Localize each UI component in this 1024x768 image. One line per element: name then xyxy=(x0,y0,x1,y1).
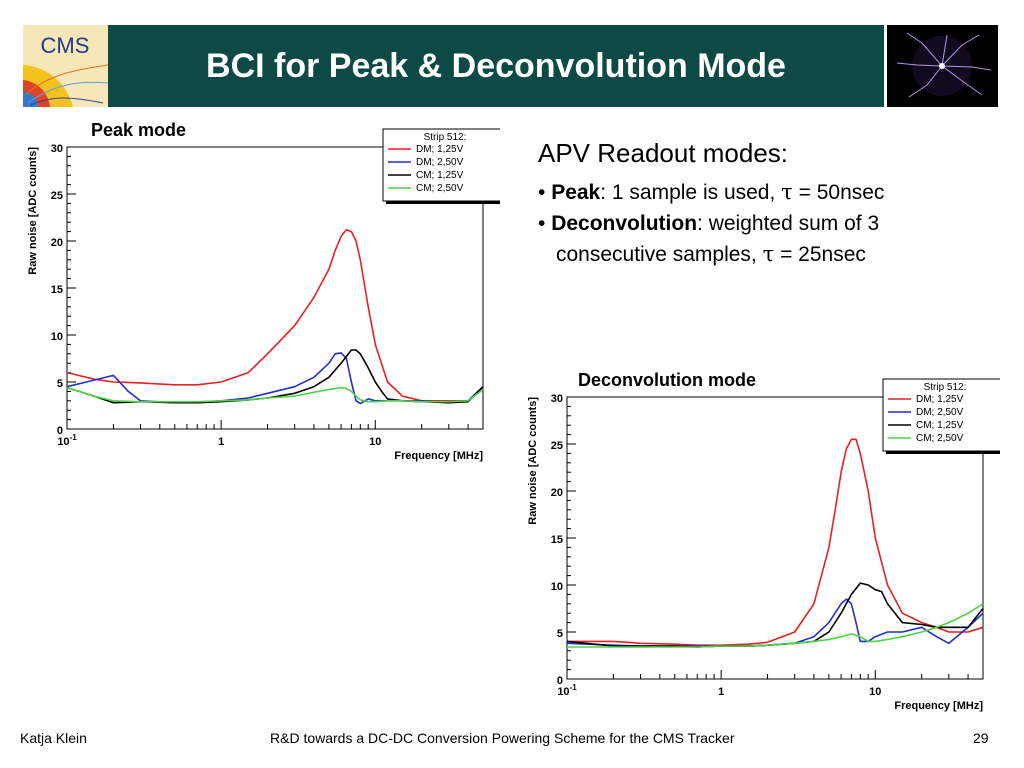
peak-legend-label-2: DM; 2,50V xyxy=(416,157,464,168)
cms-logo: CMS xyxy=(23,25,108,107)
peak-y-tick-label: 20 xyxy=(51,237,63,249)
peak-legend-label-1: DM; 1,25V xyxy=(416,144,464,155)
deconv-y-tick-label: 5 xyxy=(557,628,563,640)
bullet-peak-value: = 50nsec xyxy=(792,181,885,204)
bullet-peak-term: Peak xyxy=(551,181,601,204)
deconv-legend-title: Strip 512: xyxy=(924,382,967,393)
peak-y-tick-label: 0 xyxy=(57,425,63,437)
slide-title: BCI for Peak & Deconvolution Mode xyxy=(206,47,786,85)
deconv-y-axis-label: Raw noise [ADC counts] xyxy=(527,397,539,525)
deconv-y-tick-label: 0 xyxy=(557,675,563,687)
deconv-series-line-4 xyxy=(567,603,984,648)
peak-y-tick-label: 10 xyxy=(51,331,63,343)
bullet-deconv-value: = 25nsec xyxy=(774,243,866,266)
slide-header: CMS BCI for Peak & Deconvolution Mode xyxy=(0,0,1024,107)
deconv-x-axis-label: Frequency [MHz] xyxy=(894,700,983,712)
peak-legend-label-3: CM; 1,25V xyxy=(416,170,464,181)
deconv-y-tick-label: 20 xyxy=(551,487,563,499)
bullet-peak-text: : 1 sample is used, xyxy=(600,181,782,204)
deconv-series-line-1 xyxy=(567,438,984,646)
page-number: 29 xyxy=(973,730,989,746)
peak-x-tick-label: 10-1 xyxy=(57,433,77,448)
deconv-legend-label-2: DM; 2,50V xyxy=(916,407,964,418)
peak-series-line-1 xyxy=(66,228,484,402)
logo-text: CMS xyxy=(41,33,90,58)
tau-symbol: τ xyxy=(762,242,775,266)
peak-y-tick-label: 5 xyxy=(57,378,63,390)
peak-y-axis-label: Raw noise [ADC counts] xyxy=(27,147,39,275)
peak-chart-title: Peak mode xyxy=(91,120,187,140)
title-bar: BCI for Peak & Deconvolution Mode xyxy=(108,25,884,107)
peak-legend xyxy=(382,128,500,202)
bullet-deconv: • Deconvolution: weighted sum of 3 xyxy=(538,212,880,235)
footer-title: R&D towards a DC-DC Conversion Powering … xyxy=(270,730,735,746)
peak-mode-chart: 0 5 10 15 20 25 30 10-1 1 10 Frequency [MHz] Raw no… xyxy=(27,128,500,462)
deconv-x-tick-label: 10-1 xyxy=(557,683,577,698)
peak-y-tick-label: 15 xyxy=(51,284,63,296)
peak-y-tick-label: 25 xyxy=(51,190,63,202)
peak-x-tick-label: 10 xyxy=(369,436,381,448)
peak-legend-label-4: CM; 2,50V xyxy=(416,183,464,194)
peak-series-line-4 xyxy=(66,386,484,403)
peak-legend-title: Strip 512: xyxy=(424,132,467,143)
bullet-deconv-line2-text: consecutive samples, xyxy=(556,243,763,266)
bullets-lead: APV Readout modes: xyxy=(538,138,789,168)
bullet-deconv-text: : weighted sum of 3 xyxy=(697,212,880,235)
footer-author: Katja Klein xyxy=(20,730,87,746)
tau-symbol: τ xyxy=(781,180,793,204)
deconv-y-tick-label: 15 xyxy=(551,534,563,546)
bullet-deconv-term: Deconvolution xyxy=(551,212,698,235)
deconv-y-tick-label: 30 xyxy=(551,393,563,405)
peak-y-tick-label: 30 xyxy=(51,143,63,155)
plasma-globe-image xyxy=(887,25,998,107)
bullet-deconv-line2: consecutive samples, τ = 25nsec xyxy=(556,241,1008,268)
deconv-y-tick-label: 10 xyxy=(551,581,563,593)
deconv-legend-label-3: CM; 1,25V xyxy=(916,420,964,431)
deconv-legend-label-1: DM; 1,25V xyxy=(916,394,964,405)
deconv-chart-title: Deconvolution mode xyxy=(578,370,757,390)
peak-x-tick-label: 1 xyxy=(218,436,224,448)
readout-modes-text: APV Readout modes: • Peak: 1 sample is u… xyxy=(538,138,1008,268)
deconv-x-tick-label: 10 xyxy=(869,686,881,698)
deconvolution-mode-chart: 0 5 10 15 20 25 30 10-1 1 10 Frequency [MHz] Raw no… xyxy=(527,378,1000,712)
deconv-y-tick-label: 25 xyxy=(551,440,563,452)
deconv-series-line-2 xyxy=(566,598,984,647)
deconv-x-tick-label: 1 xyxy=(718,686,724,698)
deconv-legend-label-4: CM; 2,50V xyxy=(916,433,964,444)
deconv-legend xyxy=(882,378,1000,452)
bullet-peak: • Peak: 1 sample is used, τ = 50nsec xyxy=(538,180,885,204)
peak-x-axis-label: Frequency [MHz] xyxy=(394,450,483,462)
